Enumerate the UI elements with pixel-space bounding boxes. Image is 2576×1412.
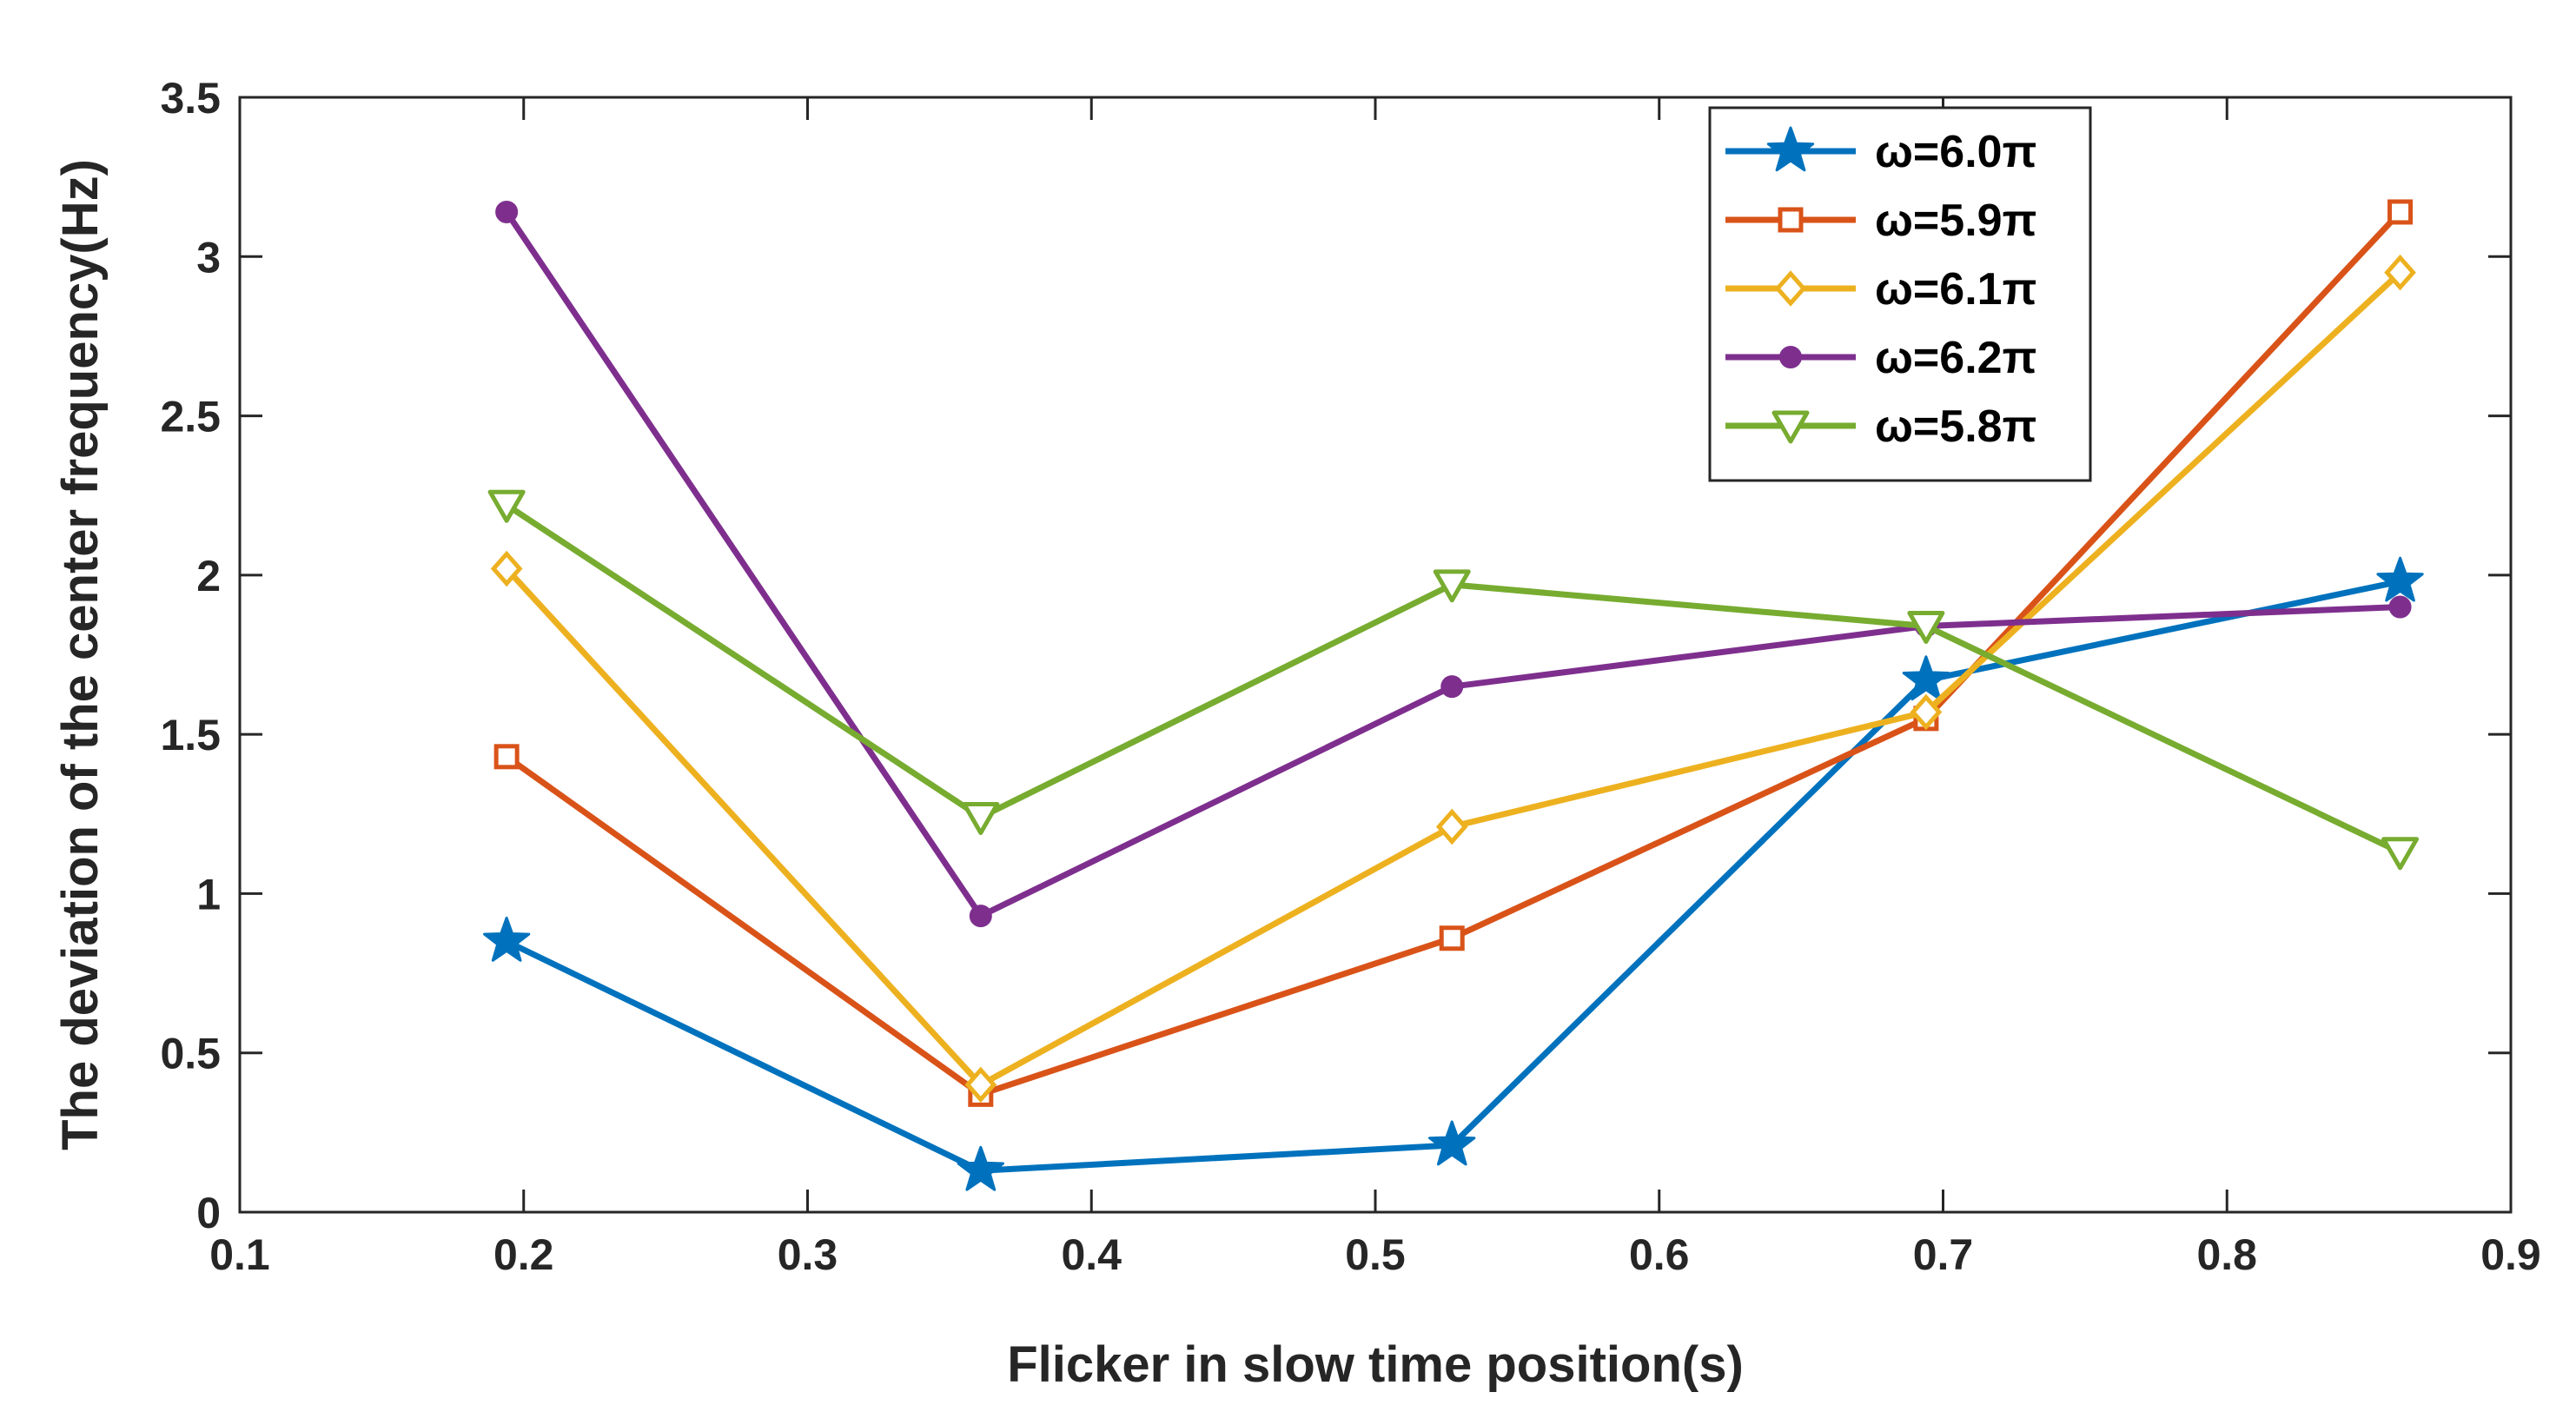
legend-label: ω=5.8π [1875,401,2036,452]
legend-marker [1766,126,1815,172]
legend-box [1708,106,2092,482]
x-tick-label: 0.9 [2480,1230,2541,1279]
x-tick-label: 0.3 [778,1230,838,1279]
data-point [1907,611,1945,645]
legend-label: ω=5.9π [1875,196,2036,246]
series-line [505,209,2403,1097]
data-point [2381,837,2420,871]
y-tick-label: 2 [196,552,221,600]
series-1 [483,556,2424,1191]
legend-marker [1778,207,1804,233]
y-tick-label: 2.5 [160,393,221,441]
x-tick-label: 0.5 [1345,1230,1406,1279]
legend-marker [1774,270,1807,307]
data-point [487,489,526,523]
legend-item: ω=6.2π [1725,333,2036,383]
legend-item: ω=5.9π [1725,196,2036,246]
y-tick-label: 0 [196,1189,221,1237]
legend-item: ω=6.1π [1725,264,2036,315]
y-axis-ticks: 0 0.5 1 1.5 2 2.5 3 3.5 [160,74,2511,1237]
y-tick-label: 1 [196,870,221,918]
data-point [483,916,531,962]
series-3 [490,254,2416,1104]
legend: ω=6.0π ω=5.9π ω=6.1π ω=6.2π ω=5.8π [1708,106,2092,482]
x-tick-label: 0.2 [493,1230,554,1279]
plot-frame [238,96,2513,1214]
x-tick-label: 0.6 [1629,1230,1690,1279]
data-point [957,1145,1004,1191]
data-point [1910,693,1943,731]
x-tick-label: 0.4 [1061,1230,1122,1279]
legend-label: ω=6.1π [1875,264,2036,315]
x-tick-label: 0.7 [1913,1230,1974,1279]
data-point [493,744,520,770]
data-point [1428,1120,1476,1166]
data-point [1902,655,1950,701]
data-point [490,550,523,587]
y-tick-label: 0.5 [160,1030,221,1078]
series-layer [483,199,2424,1191]
legend-label: ω=6.2π [1875,333,2036,383]
y-tick-label: 3.5 [160,74,221,123]
legend-item: ω=6.0π [1725,126,2036,177]
data-point [495,200,519,223]
x-axis-label: Flicker in slow time position(s) [1007,1336,1744,1393]
data-point [962,801,1000,835]
data-point [969,905,992,928]
data-point [1435,808,1468,845]
series-2 [493,199,2414,1107]
y-tick-label: 1.5 [160,711,221,759]
y-tick-label: 3 [196,233,221,282]
series-5 [487,489,2420,871]
x-axis-ticks: 0.1 0.2 0.3 0.4 0.5 0.6 0.7 0.8 0.9 [209,97,2541,1279]
legend-marker [1779,346,1802,368]
x-tick-label: 0.8 [2196,1230,2257,1279]
data-point [2384,254,2416,291]
legend-item: ω=5.8π [1725,401,2036,452]
data-point [2376,556,2424,602]
data-point [2387,199,2414,225]
y-axis-label: The deviation of the center frequency(Hz… [52,159,109,1150]
x-tick-label: 0.1 [209,1230,270,1279]
data-point [1440,675,1464,699]
data-point [1433,569,1471,603]
legend-label: ω=6.0π [1875,127,2036,177]
data-point [2388,595,2412,619]
data-point [1439,925,1465,951]
data-point [964,1066,997,1104]
legend-marker [1771,410,1810,444]
